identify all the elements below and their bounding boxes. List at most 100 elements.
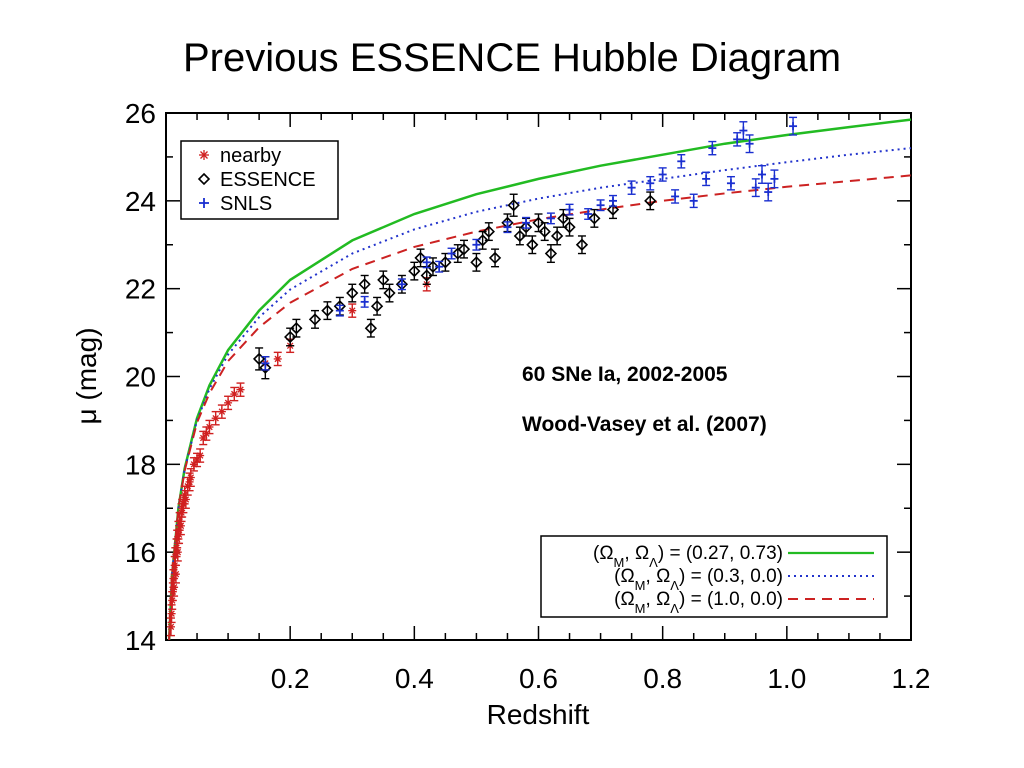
- x-tick-label: 0.2: [271, 663, 310, 694]
- data-point-nearby: [230, 386, 239, 402]
- data-point-snls: [726, 175, 735, 191]
- data-point-essence: [408, 261, 421, 281]
- data-point-snls: [708, 140, 717, 156]
- legend-model-label: (ΩM, ΩΛ) = (0.3, 0.0): [614, 566, 783, 593]
- data-point-essence: [526, 235, 539, 255]
- data-point-essence: [364, 318, 378, 338]
- annotation: 60 SNe Ia, 2002-2005 Wood-Vasey et al. (…: [522, 363, 767, 436]
- data-point-snls: [671, 189, 680, 204]
- data-point-nearby: [211, 410, 220, 426]
- data-point-snls: [435, 260, 444, 273]
- data-point-essence: [544, 244, 558, 264]
- data-point-nearby: [273, 351, 282, 367]
- data-point-essence: [557, 208, 570, 228]
- y-tick-label: 16: [125, 537, 156, 568]
- legend-entry-model-dotted: (ΩM, ΩΛ) = (0.3, 0.0): [614, 566, 874, 593]
- data-point-essence: [644, 191, 657, 211]
- data-point-snls: [596, 199, 605, 212]
- data-point-essence: [476, 230, 489, 250]
- legend-label: ESSENCE: [220, 169, 316, 191]
- data-point-snls: [422, 256, 431, 269]
- data-point-snls: [646, 175, 655, 191]
- y-tick-label: 24: [125, 186, 156, 217]
- data-point-essence: [532, 213, 545, 233]
- data-point-snls: [522, 216, 531, 229]
- data-point-essence: [457, 239, 471, 259]
- data-point-essence: [321, 301, 334, 321]
- data-point-nearby: [236, 382, 245, 397]
- data-point-snls: [739, 121, 748, 141]
- data-point-snls: [609, 194, 617, 207]
- legend-entry-snls: SNLS: [199, 193, 272, 215]
- data-point-essence: [284, 327, 297, 347]
- data-point-snls: [261, 356, 270, 371]
- data-point-snls: [689, 193, 698, 209]
- data-point-snls: [627, 180, 636, 195]
- data-point-snls: [397, 278, 406, 291]
- data-point-essence: [513, 226, 527, 246]
- data-point-snls: [360, 295, 369, 308]
- data-point-snls: [702, 171, 711, 187]
- data-point-essence: [383, 283, 396, 303]
- annotation-sample: 60 SNe Ia, 2002-2005: [522, 363, 728, 386]
- annotation-citation: Wood-Vasey et al. (2007): [522, 413, 767, 436]
- y-axis-label: μ (mag): [71, 327, 102, 424]
- data-point-snls: [584, 208, 593, 220]
- data-point-essence: [377, 270, 390, 290]
- data-points: [166, 116, 798, 637]
- data-point-essence: [507, 193, 520, 217]
- data-point-snls: [751, 178, 760, 198]
- legend-model-label: (ΩM, ΩΛ) = (0.27, 0.73): [593, 543, 783, 570]
- y-tick-label: 22: [125, 274, 156, 305]
- data-point-snls: [789, 116, 798, 136]
- y-tick-label: 20: [125, 362, 156, 393]
- data-point-essence: [488, 248, 502, 268]
- data-point-essence: [588, 208, 601, 228]
- legend-entry-essence: ESSENCE: [197, 169, 316, 191]
- data-point-essence: [439, 252, 452, 272]
- x-tick-label: 1.2: [892, 663, 931, 694]
- data-point-essence: [414, 248, 427, 268]
- model-curve-dashed: [168, 174, 911, 640]
- data-point-nearby: [348, 303, 357, 318]
- data-point-snls: [565, 203, 574, 216]
- data-point-nearby: [217, 404, 226, 419]
- data-point-snls: [335, 304, 344, 317]
- data-point-nearby: [224, 395, 233, 411]
- data-point-snls: [764, 182, 773, 202]
- data-point-essence: [538, 222, 551, 242]
- data-point-essence: [470, 252, 483, 272]
- legend-label: SNLS: [220, 193, 272, 215]
- y-tick-label: 26: [125, 98, 156, 129]
- data-point-essence: [482, 222, 495, 242]
- x-tick-label: 1.0: [767, 663, 806, 694]
- models-legend: (ΩM, ΩΛ) = (0.27, 0.73)(ΩM, ΩΛ) = (0.3, …: [540, 535, 888, 618]
- y-tick-label: 18: [125, 449, 156, 480]
- legend-entry-model-dashed: (ΩM, ΩΛ) = (1.0, 0.0): [614, 589, 874, 616]
- data-point-essence: [563, 217, 576, 237]
- x-axis-label: Redshift: [487, 699, 590, 730]
- x-tick-label: 0.8: [643, 663, 682, 694]
- data-point-essence: [575, 235, 589, 255]
- models-legend-box: [540, 535, 888, 618]
- data-point-snls: [658, 167, 667, 182]
- model-curve-dotted: [168, 147, 911, 640]
- data-point-essence: [426, 257, 440, 277]
- data-point-snls: [770, 169, 779, 189]
- page-title: Previous ESSENCE Hubble Diagram: [182, 36, 842, 80]
- data-point-snls: [677, 154, 686, 169]
- data-point-nearby: [171, 564, 180, 584]
- data-point-essence: [550, 226, 564, 246]
- y-tick-labels: 14 16 18 20 22 24 26: [125, 98, 156, 656]
- data-point-snls: [745, 134, 754, 154]
- axis-ticks: [165, 112, 912, 641]
- data-point-nearby: [170, 577, 179, 597]
- data-point-snls: [546, 212, 555, 225]
- data-point-essence: [290, 318, 303, 338]
- legend-entry-model-solid: (ΩM, ΩΛ) = (0.27, 0.73): [593, 543, 874, 570]
- data-point-snls: [758, 164, 766, 184]
- data-point-snls: [503, 221, 512, 234]
- data-point-essence: [252, 347, 266, 371]
